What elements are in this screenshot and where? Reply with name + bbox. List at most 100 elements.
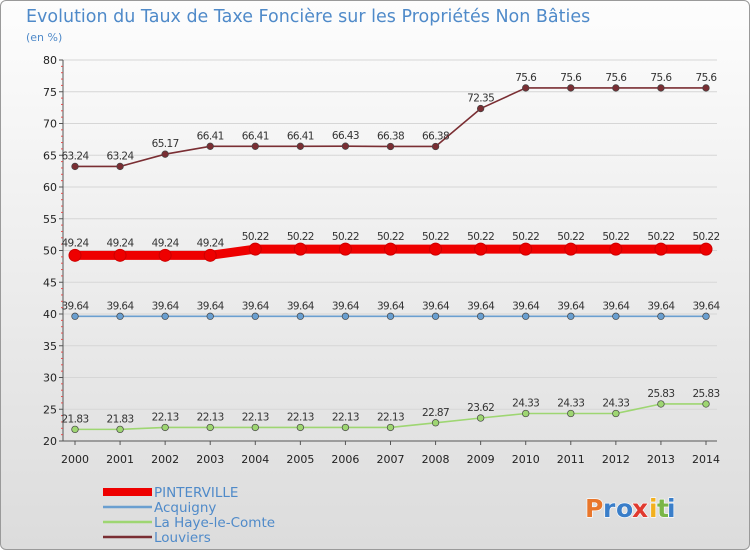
x-tick-label: 2013 [647, 453, 675, 466]
data-point [341, 423, 350, 432]
x-tick-label: 2014 [692, 453, 720, 466]
x-tick-label: 2012 [602, 453, 630, 466]
logo-letter: P [585, 494, 603, 523]
data-label: 22.13 [332, 411, 359, 423]
data-label: 50.22 [422, 231, 449, 243]
x-tick-label: 2000 [61, 453, 89, 466]
logo-letter: x [632, 494, 648, 523]
series-louviers [71, 84, 710, 171]
y-tick-label: 60 [43, 181, 57, 194]
data-label: 66.41 [287, 130, 314, 142]
data-labels-layer: 39.64 39.64 39.64 39.64 39.64 39.64 39.64 39.64… [61, 72, 721, 425]
x-tick-label: 2008 [422, 453, 450, 466]
data-point [386, 312, 395, 320]
y-tick-label: 70 [43, 118, 57, 131]
data-label: 39.64 [197, 300, 225, 312]
data-point [699, 242, 713, 256]
data-label: 63.24 [61, 150, 89, 162]
series-pinterville [68, 242, 713, 262]
data-point [431, 419, 440, 427]
data-label: 75.6 [515, 72, 537, 84]
y-axis-unit: (en %) [26, 31, 62, 44]
data-point [431, 142, 440, 151]
data-point [206, 423, 214, 432]
data-label: 50.22 [287, 231, 314, 243]
data-label: 39.64 [287, 300, 315, 312]
data-label: 50.22 [557, 231, 584, 243]
logo-letter: i [667, 494, 676, 523]
y-tick-label: 25 [43, 403, 57, 416]
data-label: 24.33 [512, 398, 539, 410]
data-label: 22.13 [377, 411, 404, 423]
data-label: 72.35 [467, 93, 494, 105]
data-point [657, 312, 665, 320]
data-point [116, 312, 124, 320]
legend-label: Louviers [154, 530, 211, 546]
data-point [251, 142, 259, 150]
data-point [429, 242, 443, 256]
data-point [522, 312, 530, 320]
y-tick-label: 50 [43, 245, 57, 258]
y-tick-label: 55 [43, 213, 57, 226]
data-point [567, 312, 575, 320]
chart-title: Evolution du Taux de Taxe Foncière sur l… [26, 7, 590, 27]
y-tick-label: 30 [43, 372, 57, 385]
data-label: 75.6 [605, 72, 627, 84]
x-tick-label: 2003 [196, 453, 224, 466]
data-label: 50.22 [602, 231, 629, 243]
data-label: 25.83 [647, 388, 674, 400]
logo-letter: t [657, 494, 669, 523]
data-point [68, 248, 82, 262]
x-tick-label: 2010 [512, 453, 540, 466]
data-point [612, 84, 620, 92]
data-label: 21.83 [107, 413, 134, 425]
data-label: 39.64 [602, 300, 630, 312]
x-axis-ticks: 2000 2001 2002 2003 2004 2005 2006 2007 2008 2009… [61, 441, 720, 466]
data-point [248, 242, 262, 256]
data-point [386, 423, 395, 432]
x-tick-label: 2001 [106, 453, 134, 466]
data-label: 39.64 [692, 300, 720, 312]
data-point [251, 312, 259, 320]
data-label: 39.64 [422, 300, 450, 312]
data-point [338, 242, 352, 256]
data-point [657, 84, 665, 92]
data-label: 39.64 [512, 300, 540, 312]
data-label: 22.87 [422, 407, 449, 419]
data-label: 22.13 [242, 411, 269, 423]
data-point [251, 423, 259, 432]
y-tick-label: 45 [43, 276, 57, 289]
data-point [702, 84, 710, 92]
data-label: 39.64 [61, 300, 89, 312]
data-label: 66.41 [242, 130, 269, 142]
data-label: 66.38 [377, 130, 404, 142]
legend-label: PINTERVILLE [154, 485, 238, 501]
x-tick-label: 2009 [467, 453, 495, 466]
data-point [702, 312, 710, 320]
data-label: 39.64 [467, 300, 495, 312]
data-point [567, 84, 575, 92]
series-la-haye-le-comte [71, 400, 710, 434]
data-point [341, 142, 350, 150]
y-tick-label: 80 [43, 54, 57, 67]
data-label: 39.64 [332, 300, 360, 312]
data-label: 39.64 [377, 300, 405, 312]
data-point [702, 400, 710, 408]
data-point [341, 312, 350, 320]
data-point [386, 142, 395, 151]
data-point [296, 423, 305, 432]
data-label: 49.24 [152, 237, 180, 249]
data-label: 50.22 [332, 231, 359, 243]
data-label: 49.24 [61, 237, 89, 249]
data-label: 39.64 [647, 300, 675, 312]
data-point [564, 242, 578, 256]
data-point [522, 84, 530, 92]
data-point [522, 409, 530, 418]
data-label: 39.64 [557, 300, 585, 312]
y-tick-label: 20 [43, 435, 57, 448]
data-label: 50.22 [647, 231, 674, 243]
data-point [203, 248, 217, 262]
data-label: 39.64 [242, 300, 270, 312]
data-label: 75.6 [650, 72, 672, 84]
